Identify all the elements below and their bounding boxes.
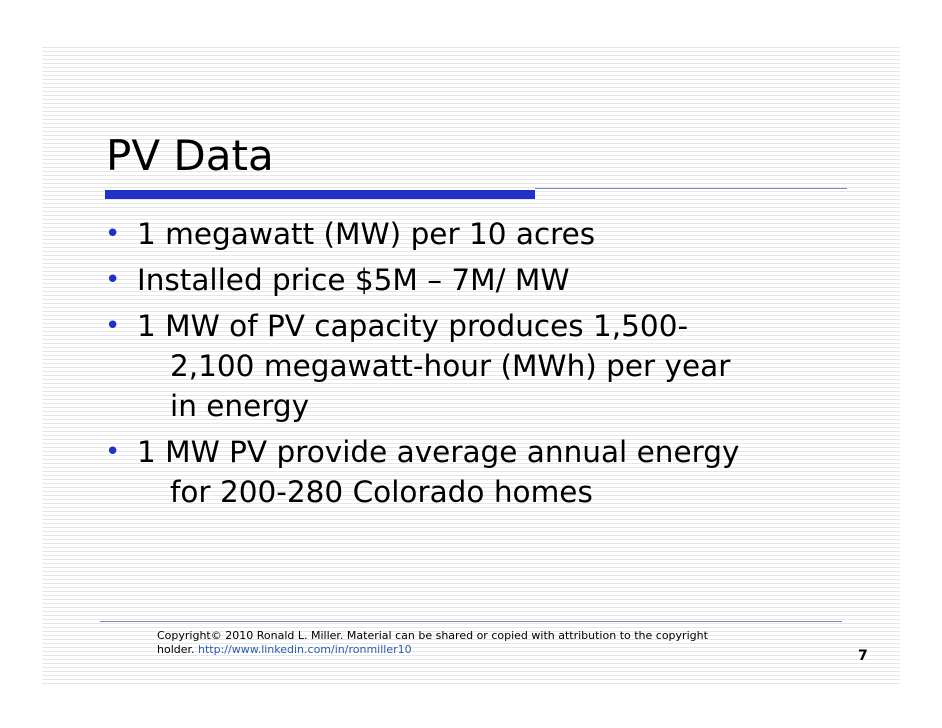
bullet-text-continuation: for 200-280 Colorado homes bbox=[170, 475, 593, 509]
linkedin-link[interactable]: http://www.linkedin.com/in/ronmiller10 bbox=[198, 643, 412, 656]
bullet-text: 1 megawatt (MW) per 10 acres bbox=[137, 217, 596, 251]
bullet-text: Installed price $5M – 7M/ MW bbox=[137, 263, 570, 297]
footer-rule bbox=[100, 621, 842, 622]
bullet-icon: • bbox=[105, 311, 121, 341]
bullet-icon: • bbox=[105, 437, 121, 467]
bullet-item: • 1 MW of PV capacity produces 1,500- 2,… bbox=[105, 306, 865, 426]
footer-line-1: Copyright© 2010 Ronald L. Miller. Materi… bbox=[157, 629, 708, 642]
bullet-item: • Installed price $5M – 7M/ MW bbox=[105, 260, 865, 300]
bullet-list: • 1 megawatt (MW) per 10 acres • Install… bbox=[105, 214, 865, 518]
title-rule bbox=[535, 188, 847, 189]
bullet-text-continuation: in energy bbox=[170, 389, 310, 423]
bullet-text: 1 MW PV provide average annual energy bbox=[137, 435, 740, 469]
bullet-text-continuation: 2,100 megawatt-hour (MWh) per year bbox=[170, 349, 731, 383]
bullet-item: • 1 MW PV provide average annual energy … bbox=[105, 432, 865, 512]
slide-title: PV Data bbox=[106, 131, 274, 180]
footer-line-2: holder. http://www.linkedin.com/in/ronmi… bbox=[157, 643, 807, 657]
bullet-icon: • bbox=[105, 219, 121, 249]
title-accent-bar bbox=[105, 190, 535, 199]
footer-copyright: Copyright© 2010 Ronald L. Miller. Materi… bbox=[157, 629, 807, 657]
bullet-text: 1 MW of PV capacity produces 1,500- bbox=[137, 309, 689, 343]
footer-line-2-prefix: holder. bbox=[157, 643, 199, 656]
bullet-icon: • bbox=[105, 265, 121, 295]
page-number: 7 bbox=[858, 648, 868, 664]
bullet-item: • 1 megawatt (MW) per 10 acres bbox=[105, 214, 865, 254]
striped-background bbox=[42, 44, 900, 686]
